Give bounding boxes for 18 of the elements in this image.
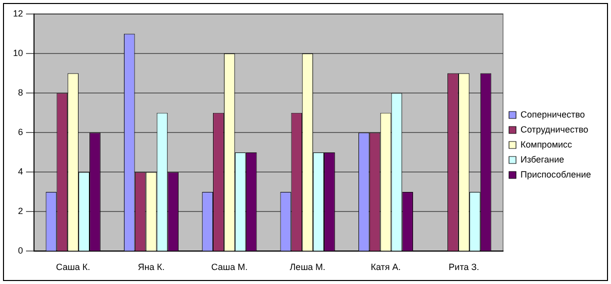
y-tick-label: 6 <box>18 127 24 138</box>
x-tick-label: Яна К. <box>138 262 165 272</box>
y-tick-label: 10 <box>12 48 24 58</box>
x-tick-label: Катя А. <box>370 262 401 272</box>
legend-label: Приспособление <box>520 169 592 180</box>
x-tick-label: Саша М. <box>211 262 248 272</box>
legend-label: Сотрудничество <box>520 124 588 134</box>
x-tick-label: Саша К. <box>56 262 90 272</box>
x-tick-label: Рита З. <box>448 262 480 272</box>
y-tick-label: 0 <box>18 246 24 256</box>
x-tick-label: Леша М. <box>290 262 326 272</box>
legend-label: Избегание <box>520 154 564 164</box>
y-tick-label: 2 <box>18 206 24 216</box>
legend-label: Компромисс <box>520 139 573 150</box>
y-tick-label: 8 <box>18 88 24 98</box>
y-tick-label: 4 <box>18 166 24 177</box>
y-tick-label: 12 <box>12 8 24 18</box>
legend-label: Соперничество <box>520 109 585 120</box>
